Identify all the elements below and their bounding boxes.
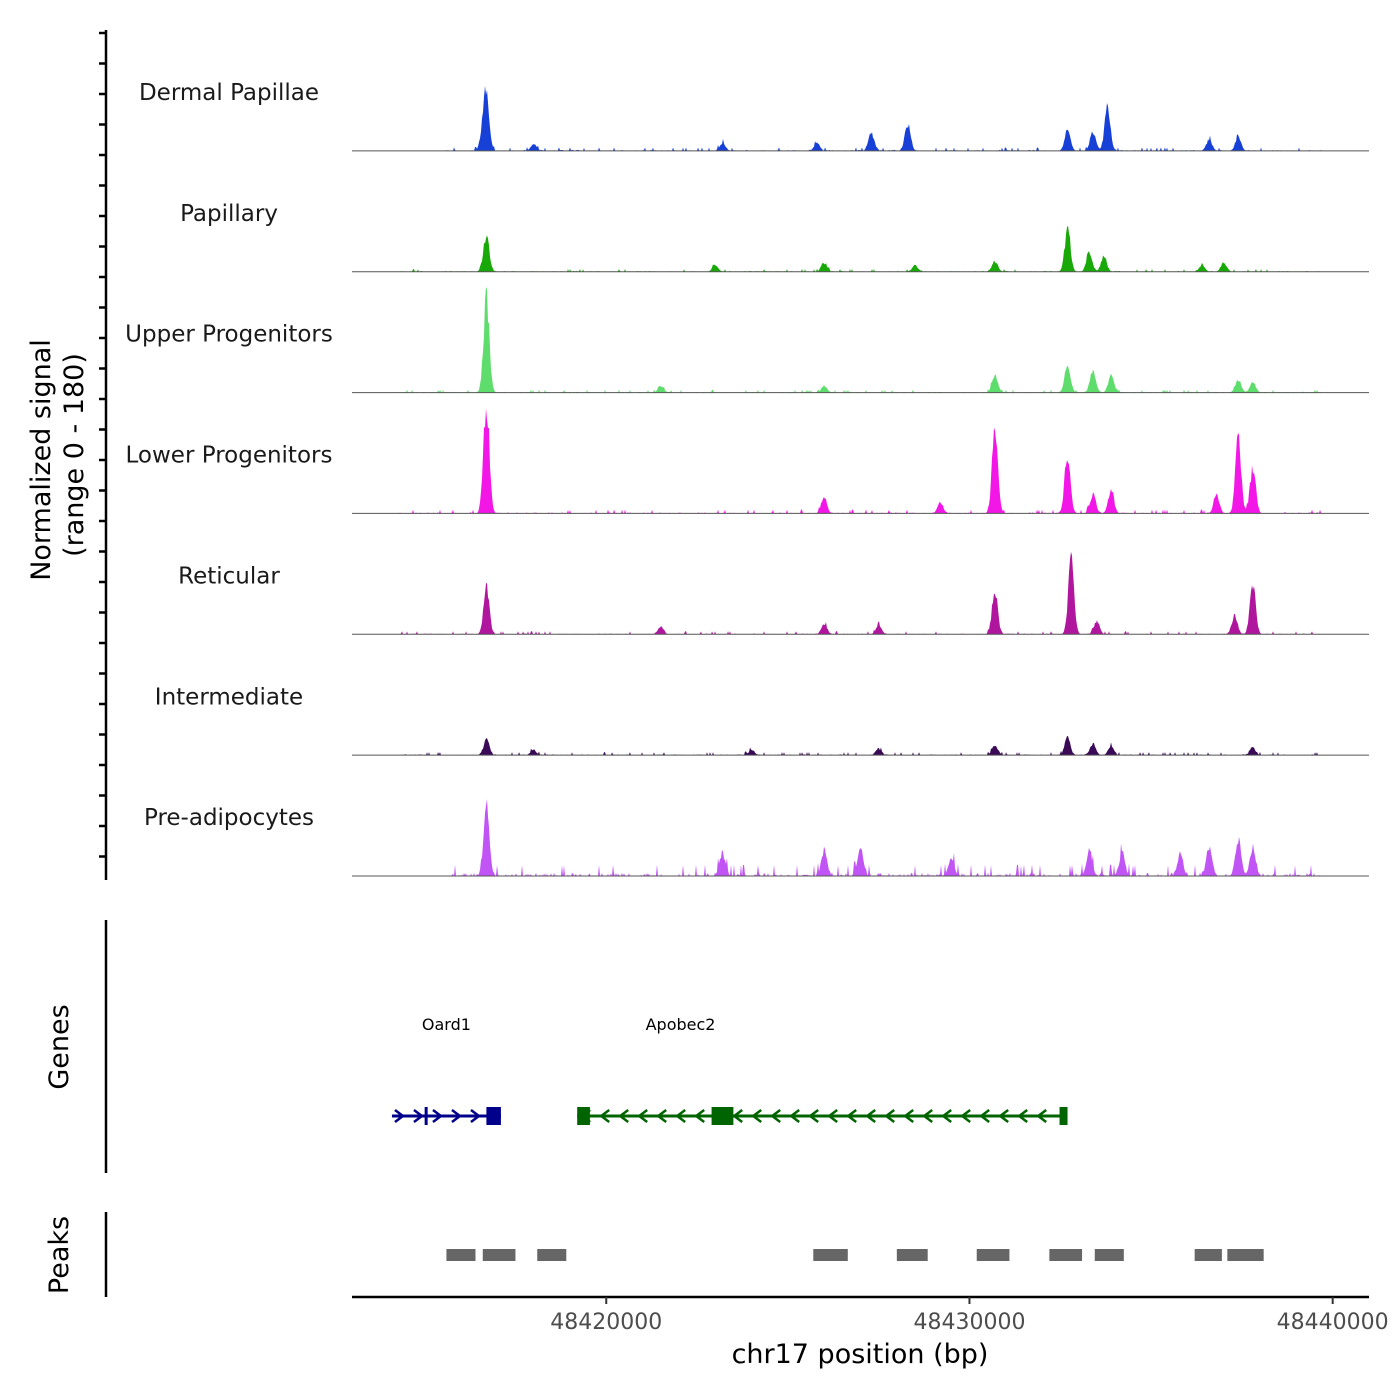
strand-arrow xyxy=(656,1109,667,1123)
peaks-track-label: Peaks xyxy=(44,1216,75,1294)
peak-region xyxy=(976,1249,1010,1261)
strand-arrow xyxy=(998,1109,1009,1123)
strand-arrow xyxy=(1017,1109,1028,1123)
coverage-tracks: Dermal Papillae Papillary Upper Progenitor… xyxy=(125,80,1369,877)
strand-arrow xyxy=(675,1109,686,1123)
peak-region xyxy=(1049,1249,1083,1261)
peak-region xyxy=(1194,1249,1222,1261)
coverage-area-7 xyxy=(352,799,1369,876)
coverage-area-3 xyxy=(352,286,1369,393)
strand-arrow xyxy=(637,1109,648,1123)
x-tick-label: 48430000 xyxy=(913,1310,1025,1335)
strand-arrow xyxy=(884,1109,895,1123)
genes-track-label: Genes xyxy=(44,1004,75,1089)
gene-exon xyxy=(424,1107,428,1125)
track-label: Upper Progenitors xyxy=(125,322,333,348)
strand-arrow xyxy=(413,1109,425,1123)
x-tick-label: 48420000 xyxy=(550,1310,662,1335)
track-label: Dermal Papillae xyxy=(139,80,319,106)
strand-arrow xyxy=(751,1109,762,1123)
strand-arrow xyxy=(903,1109,914,1123)
strand-arrow xyxy=(789,1109,800,1123)
track-label: Papillary xyxy=(180,201,278,227)
peak-region xyxy=(813,1249,848,1261)
strand-arrow xyxy=(599,1109,610,1123)
strand-arrow xyxy=(827,1109,838,1123)
y-axis-subtitle: (range 0 - 180) xyxy=(59,353,90,557)
strand-arrow xyxy=(922,1109,933,1123)
gene-label: Oard1 xyxy=(422,1015,471,1034)
strand-arrow xyxy=(618,1109,629,1123)
gene-exon xyxy=(486,1107,501,1125)
strand-arrow xyxy=(451,1109,463,1123)
track-label: Reticular xyxy=(178,563,280,589)
gene-exon xyxy=(577,1107,590,1125)
coverage-y-ticks xyxy=(99,31,106,858)
peak-regions xyxy=(446,1249,1264,1261)
coverage-area-4 xyxy=(352,408,1369,514)
track-label: Intermediate xyxy=(155,684,303,710)
coverage-area-5 xyxy=(352,551,1369,635)
x-axis-ticks: 48420000 48430000 48440000 xyxy=(550,1297,1389,1335)
x-axis-title: chr17 position (bp) xyxy=(732,1339,989,1370)
track-label: Pre-adipocytes xyxy=(144,805,314,831)
strand-arrow xyxy=(808,1109,819,1123)
strand-arrow xyxy=(960,1109,971,1123)
gene-label: Apobec2 xyxy=(646,1015,716,1034)
strand-arrow xyxy=(941,1109,952,1123)
peak-region xyxy=(537,1249,567,1261)
strand-arrow xyxy=(846,1109,857,1123)
strand-arrow xyxy=(865,1109,876,1123)
peak-region xyxy=(1094,1249,1124,1261)
coverage-area-6 xyxy=(352,736,1369,756)
strand-arrow xyxy=(1036,1109,1047,1123)
strand-arrow xyxy=(732,1109,743,1123)
strand-arrow xyxy=(394,1109,406,1123)
y-axis-title: Normalized signal xyxy=(26,339,57,581)
strand-arrow xyxy=(979,1109,990,1123)
gene-exon xyxy=(711,1107,734,1125)
coverage-area-1 xyxy=(352,86,1369,151)
peak-region xyxy=(446,1249,476,1261)
peak-region xyxy=(1227,1249,1264,1261)
peak-region xyxy=(482,1249,516,1261)
strand-arrow xyxy=(470,1109,482,1123)
gene-exon xyxy=(1059,1107,1068,1125)
coverage-area-2 xyxy=(352,225,1369,272)
track-label: Lower Progenitors xyxy=(126,443,333,469)
peak-region xyxy=(896,1249,928,1261)
strand-arrow xyxy=(694,1109,705,1123)
gene-annotations: Oard1 Apobec2 xyxy=(391,1015,1068,1125)
strand-arrow xyxy=(432,1109,444,1123)
strand-arrow xyxy=(770,1109,781,1123)
x-tick-label: 48440000 xyxy=(1277,1310,1389,1335)
